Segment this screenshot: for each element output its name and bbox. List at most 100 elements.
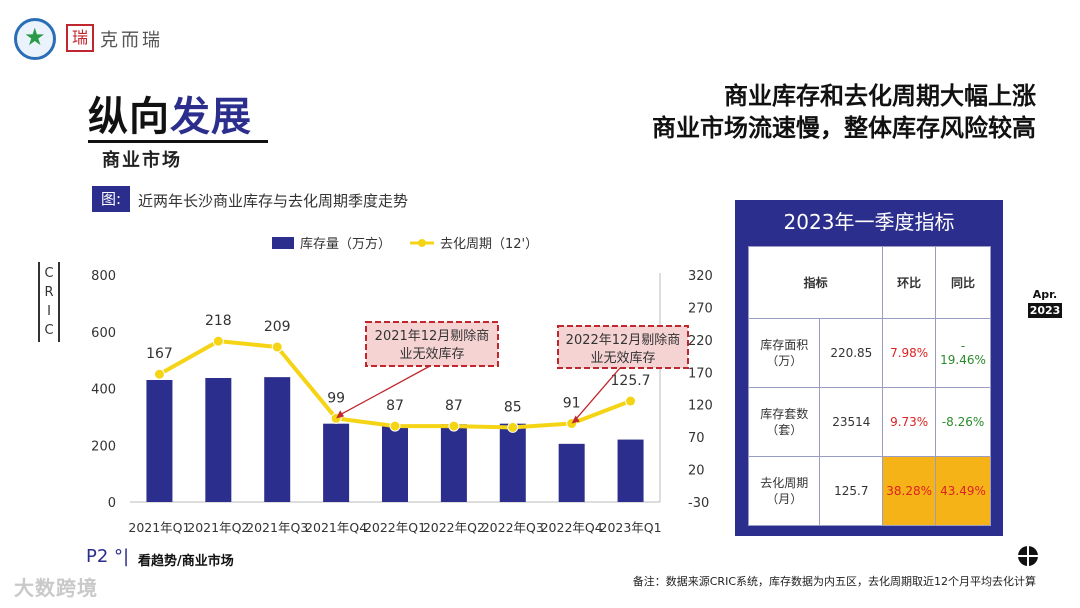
yoy-cell: 43.49% [935,456,991,526]
annotation-box [557,325,689,369]
mom-cell: 38.28% [882,456,937,526]
header-yoy: 同比 [935,246,991,319]
annotation-arrowhead [336,410,345,419]
data-label: 87 [445,398,463,414]
header-metric: 指标 [747,246,884,319]
x-tick-label: 2021年Q2 [187,520,249,535]
panel-title: 2023年一季度指标 [783,210,955,234]
page-title-part2: 发展 [170,94,252,140]
page-subtitle: 商业市场 [102,150,182,171]
figure-tag: 图: [92,186,130,212]
data-label: 87 [386,398,404,414]
value-cell: 23514 [819,387,884,457]
x-tick-label: 2022年Q3 [482,520,544,535]
data-label: 99 [327,390,345,406]
line-point [625,395,637,407]
seal-logo: 瑞 [66,24,94,52]
side-label-letter: I [47,304,51,319]
annotation-text: 业无效库存 [590,350,655,366]
y-left-tick-label: 200 [91,439,116,454]
x-tick-label: 2022年Q1 [364,520,426,535]
annotation-text: 业无效库存 [399,346,464,362]
bar [146,379,173,502]
headline-line2: 商业市场流速慢，整体库存风险较高 [652,114,1036,142]
side-label-letter: C [44,266,54,281]
badge-year: 2023 [1028,303,1062,318]
annotation-text: 2021年12月剔除商 [375,329,490,344]
legend-bar-label: 库存量（万方） [300,236,391,252]
bar [264,377,291,502]
bar [499,423,526,502]
y-left-tick-label: 400 [91,383,116,398]
indicator-table: 指标 环比 同比 库存面积 （万） 220.85 7.98% -19.46% 库存… [747,246,991,526]
metric-cell: 去化周期 （月） [747,456,821,526]
table-row: 去化周期 （月） 125.7 38.28% 43.49% [747,456,991,526]
legend-line-dot [418,239,426,247]
y-left-tick-label: 600 [91,326,116,341]
header-mom: 环比 [882,246,937,319]
legend-line-label: 去化周期（12'） [440,237,538,252]
value-cell: 125.7 [819,456,884,526]
q1-indicator-panel: 2023年一季度指标 指标 环比 同比 库存面积 （万） 220.85 7.98%… [735,200,1003,536]
annotation-arrow [338,365,431,416]
page-title: 纵向发展 [88,84,252,142]
data-label: 125.7 [611,373,651,389]
brand-name: 克而瑞 [100,30,163,51]
y-right-tick-label: 70 [688,431,705,446]
page-number: P2 °| [86,546,130,567]
bar [440,424,467,502]
data-label: 209 [264,319,291,335]
cric-logo [14,18,56,60]
metric-cell: 库存面积 （万） [747,318,821,388]
table-row: 库存面积 （万） 220.85 7.98% -19.46% [747,318,991,388]
annotation-text: 2022年12月剔除商 [566,333,681,348]
x-tick-label: 2021年Q3 [246,520,308,535]
mom-cell: 7.98% [882,318,937,388]
y-right-tick-label: 320 [688,269,713,284]
legend-bar-swatch [272,237,294,249]
table-header-row: 指标 环比 同比 [747,246,991,319]
x-tick-label: 2022年Q4 [541,520,603,535]
footnote: 备注：数据来源CRIC系统，库存数据为内五区，去化周期取近12个月平均去化计算 [632,575,1036,588]
annotation-arrow [574,367,621,421]
y-right-tick-label: -30 [688,496,709,511]
line-point [212,335,224,347]
x-tick-label: 2021年Q4 [305,520,367,535]
section-label: 看趋势/商业市场 [138,554,234,569]
y-right-tick-label: 170 [688,366,713,381]
metric-cell: 库存套数 （套） [747,387,821,457]
line-point [271,341,283,353]
y-right-tick-label: 270 [688,301,713,316]
line-point [448,420,460,432]
annotation-box [365,321,499,367]
y-right-tick-label: 20 [688,464,705,479]
line-point [507,421,519,433]
data-label: 85 [504,399,522,415]
mom-cell: 9.73% [882,387,937,457]
figure-caption: 近两年长沙商业库存与去化周期季度走势 [138,192,409,210]
watermark: 大数跨境 [14,576,98,600]
x-tick-label: 2023年Q1 [600,520,662,535]
page-title-part1: 纵向 [88,94,170,140]
value-cell: 220.85 [819,318,884,388]
yoy-cell: -19.46% [935,318,991,388]
headline: 商业库存和去化周期大幅上涨 商业市场流速慢，整体库存风险较高 [652,80,1036,144]
y-right-tick-label: 220 [688,334,713,349]
data-label: 167 [146,346,173,362]
x-tick-label: 2021年Q1 [128,520,190,535]
compass-icon [1018,546,1038,566]
x-tick-label: 2022年Q2 [423,520,485,535]
y-right-tick-label: 120 [688,399,713,414]
inventory-chart: 0 200 400 600 800 -30 20 70 120 170 220 270 320 2021年… [91,236,713,535]
bar [558,443,585,502]
yoy-cell: -8.26% [935,387,991,457]
y-left-tick-label: 800 [91,269,116,284]
title-divider [88,140,268,143]
data-label: 218 [205,313,232,329]
side-label-letter: C [44,323,54,338]
date-badge: Apr. 2023 [1028,288,1062,318]
side-label-letter: R [44,285,54,300]
badge-month: Apr. [1032,288,1058,301]
bar [617,439,644,502]
